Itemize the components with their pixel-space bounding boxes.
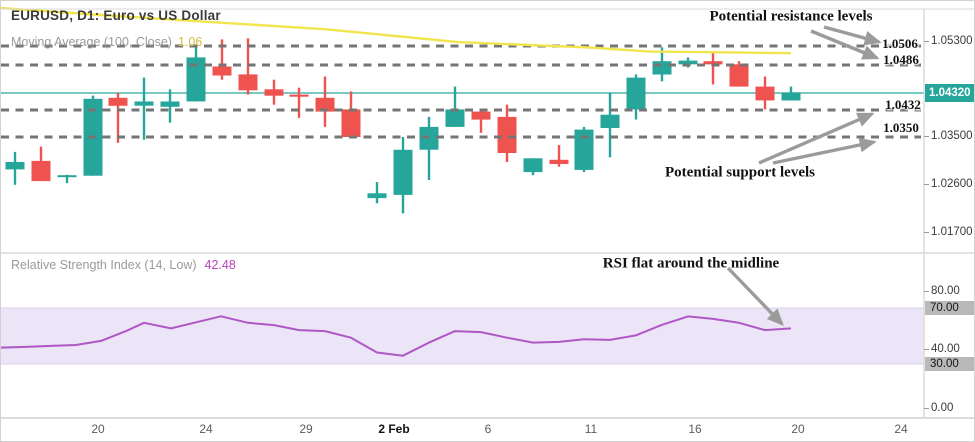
candle-bearish <box>264 89 284 96</box>
rsi-label-text: Relative Strength Index (14, Low) <box>11 258 197 272</box>
annotation-arrow[interactable] <box>810 29 880 60</box>
time-tick-label: 2 Feb <box>378 422 410 436</box>
axis-tick-label: 0.00 <box>923 402 954 414</box>
level-value-label[interactable]: 1.0486 <box>883 52 919 67</box>
candle-bullish <box>445 109 465 127</box>
candle-bullish <box>523 158 543 173</box>
annotation-support-text[interactable]: Potential support levels <box>665 164 815 181</box>
symbol-title: EURUSD, D1: Euro vs US Dollar <box>11 8 221 23</box>
candle-bearish <box>238 74 258 91</box>
candle-bullish <box>652 61 672 75</box>
time-tick-label: 29 <box>299 422 313 436</box>
axis-tick-label: 1.03500 <box>924 130 973 142</box>
candle-bullish <box>626 77 646 110</box>
rsi-indicator-label: Relative Strength Index (14, Low) 42.48 <box>11 258 236 272</box>
time-tick-label: 24 <box>199 422 213 436</box>
time-tick-label: 11 <box>584 422 598 436</box>
candle-bullish <box>781 92 801 101</box>
ma-100-line <box>1 6 792 55</box>
time-tick-label: 24 <box>894 422 908 436</box>
candle-bearish <box>315 97 335 112</box>
candle-bearish <box>497 116 517 153</box>
candle-bullish <box>134 101 154 106</box>
candle-bearish <box>289 94 309 97</box>
candle-bearish <box>108 97 128 106</box>
candle-bullish <box>600 114 620 128</box>
axis-tick-label: 1.01700 <box>924 226 973 238</box>
level-value-label[interactable]: 1.0350 <box>883 120 919 135</box>
candle-bullish <box>186 57 206 102</box>
time-tick-label: 16 <box>688 422 702 436</box>
candle-bullish <box>678 60 698 65</box>
axis-tick-label: 1.02600 <box>924 178 973 190</box>
level-value-label[interactable]: 1.0432 <box>885 97 921 112</box>
level-value-label[interactable]: 1.0506 <box>882 36 918 51</box>
rsi-value: 42.48 <box>204 258 236 272</box>
candle-bullish <box>574 129 594 170</box>
rsi-line <box>1 315 792 357</box>
time-tick-label: 6 <box>484 422 492 436</box>
ma-value: 1.06 <box>177 35 203 49</box>
annotation-resistance-text[interactable]: Potential resistance levels <box>709 8 873 25</box>
time-tick-label: 20 <box>91 422 105 436</box>
candle-bullish <box>5 162 25 170</box>
candle-bearish <box>729 64 749 87</box>
time-tick-label: 20 <box>791 422 805 436</box>
current-price-tag: 1.04320 <box>925 84 974 102</box>
candle-bearish <box>549 159 569 164</box>
candle-bearish <box>341 109 361 137</box>
axis-tick-label: 80.00 <box>924 285 960 297</box>
candle-bearish <box>703 61 723 65</box>
annotation-arrow[interactable] <box>726 266 784 326</box>
candle-bearish <box>31 160 51 182</box>
rsi-band <box>1 308 924 364</box>
ma-indicator-label: Moving Average (100, Close) 1.06 <box>11 35 202 49</box>
axis-tick-label: 40.00 <box>924 343 960 355</box>
candle-bullish <box>160 101 180 107</box>
rsi-level-tag: 70.00 <box>925 301 974 315</box>
rsi-level-tag: 30.00 <box>925 357 974 371</box>
candle-bullish <box>393 149 413 195</box>
candle-bullish <box>367 193 387 199</box>
ma-label-text: Moving Average (100, Close) <box>11 35 172 49</box>
annotation-rsi-text[interactable]: RSI flat around the midline <box>602 255 780 272</box>
annotation-arrow[interactable] <box>823 25 882 46</box>
candle-bearish <box>212 66 232 76</box>
annotation-arrow[interactable] <box>758 112 875 165</box>
candle-bearish <box>755 86 775 101</box>
annotation-arrow[interactable] <box>772 137 877 165</box>
axis-tick-label: 1.05300 <box>924 35 973 47</box>
candle-bearish <box>471 111 491 120</box>
candle-bullish <box>57 175 77 178</box>
